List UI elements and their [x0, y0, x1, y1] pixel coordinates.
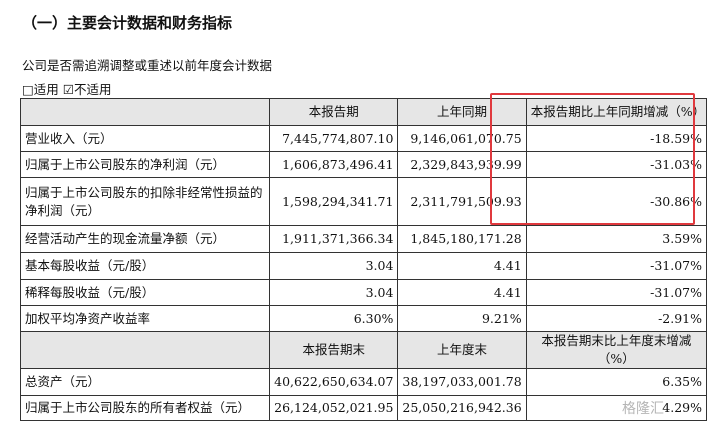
row-label: 营业收入（元）: [19, 125, 271, 152]
value-cell: 6.30%: [269, 305, 399, 332]
header-cell: 上年同期: [397, 98, 527, 126]
value-cell: 9.21%: [397, 305, 527, 332]
value-cell: 1,845,180,171.28: [397, 225, 527, 253]
value-cell: -2.91%: [525, 305, 707, 332]
data-row: 加权平均净资产收益率 6.30% 9.21% -2.91%: [19, 305, 707, 332]
value-cell: 1,598,294,341.71: [269, 177, 399, 226]
data-row: 基本每股收益（元/股） 3.04 4.41 -31.07%: [19, 252, 707, 280]
value-cell: 9,146,061,070.75: [397, 125, 527, 152]
data-row: 总资产（元） 40,622,650,634.07 38,197,033,001.78…: [19, 368, 707, 396]
highlight-box: [490, 93, 695, 225]
row-label: 总资产（元）: [19, 368, 271, 396]
data-row: 营业收入（元） 7,445,774,807.10 9,146,061,070.75-…: [19, 125, 707, 152]
value-cell: 3.04: [269, 279, 399, 306]
header-cell: [19, 331, 271, 369]
header-cell: 本报告期末: [269, 331, 399, 369]
data-row: 归属于上市公司股东的扣除非经常性损益的净利润（元） 1,598,294,341.7…: [19, 177, 707, 226]
value-cell: 4.29%: [525, 395, 707, 421]
value-cell: -31.07%: [525, 252, 707, 280]
row-label: 归属于上市公司股东的净利润（元）: [19, 151, 271, 178]
value-cell: 38,197,033,001.78: [397, 368, 527, 396]
value-cell: 3.04: [269, 252, 399, 280]
financial-table: 本报告期 上年同期 本报告期比上年同期增减（%） 营业收入（元） 7,445,774,8…: [19, 98, 707, 421]
value-cell: 4.41: [397, 279, 527, 306]
title: （一）主要会计数据和财务指标: [22, 14, 233, 32]
value-cell: -18.59%: [525, 125, 707, 152]
data-row: 归属于上市公司股东的净利润（元） 1,606,873,496.41 2,329,84…: [19, 151, 707, 178]
data-row: 归属于上市公司股东的所有者权益（元） 26,124,052,021.95 25,05…: [19, 395, 707, 421]
value-cell: -31.07%: [525, 279, 707, 306]
header-row: 本报告期末 上年度末 本报告期末比上年度末增减（%）: [19, 331, 707, 369]
header-cell: 本报告期比上年同期增减（%）: [525, 98, 707, 126]
header-cell: 本报告期末比上年度末增减（%）: [525, 331, 707, 369]
header-cell: 本报告期: [269, 98, 399, 126]
row-label: 经营活动产生的现金流量净额（元）: [19, 225, 271, 253]
row-label: 归属于上市公司股东的所有者权益（元）: [19, 395, 271, 421]
header-cell: 上年度末: [397, 331, 527, 369]
row-label: 加权平均净资产收益率: [19, 305, 271, 332]
value-cell: 26,124,052,021.95: [269, 395, 399, 421]
value-cell: 25,050,216,942.36: [397, 395, 527, 421]
value-cell: 4.41: [397, 252, 527, 280]
data-row: 稀释每股收益（元/股） 3.04 4.41 -31.07%: [19, 279, 707, 306]
value-cell: 2,311,791,509.93: [397, 177, 527, 226]
value-cell: 1,911,371,366.34: [269, 225, 399, 253]
value-cell: 7,445,774,807.10: [269, 125, 399, 152]
data-row: 经营活动产生的现金流量净额（元） 1,911,371,366.34 1,845,18…: [19, 225, 707, 253]
value-cell: 6.35%: [525, 368, 707, 396]
value-cell: 3.59%: [525, 225, 707, 253]
row-label: 稀释每股收益（元/股）: [19, 279, 271, 306]
watermark: 格隆汇: [622, 401, 664, 417]
applicability: □适用 ☑不适用: [22, 82, 112, 97]
subtitle: 公司是否需追溯调整或重述以前年度会计数据: [22, 58, 273, 73]
row-label: 基本每股收益（元/股）: [19, 252, 271, 280]
header-cell: [19, 98, 271, 126]
row-label: 归属于上市公司股东的扣除非经常性损益的净利润（元）: [19, 177, 271, 226]
value-cell: 1,606,873,496.41: [269, 151, 399, 178]
value-cell: 40,622,650,634.07: [269, 368, 399, 396]
